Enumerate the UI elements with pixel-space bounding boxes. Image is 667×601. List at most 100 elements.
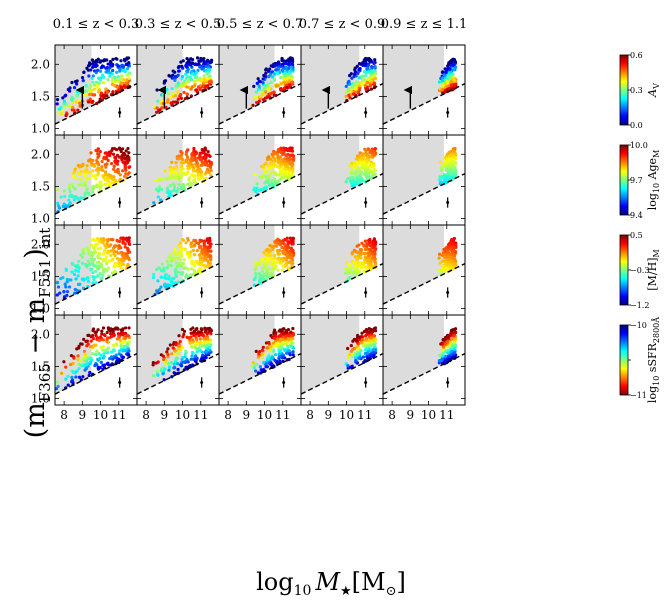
data-point: [258, 94, 262, 98]
data-point: [99, 353, 103, 357]
data-point: [347, 93, 351, 98]
colorbar-gradient: [619, 324, 629, 396]
data-point: [185, 57, 189, 61]
data-point: [186, 250, 190, 254]
data-point: [179, 92, 183, 97]
data-point: [190, 341, 194, 345]
data-point: [179, 250, 183, 254]
data-point: [447, 72, 451, 76]
data-point: [155, 369, 160, 373]
data-point: [184, 275, 188, 279]
data-point: [77, 198, 81, 202]
scatter-points: [55, 236, 132, 300]
panel-r3-c0: 8 9 10 11 1.0 1.5 2.0: [31, 314, 138, 422]
data-point: [274, 331, 278, 335]
scatter-points: [252, 236, 296, 287]
data-point: [193, 152, 197, 156]
colorbar-tick-label: 0.6: [630, 51, 643, 60]
data-point: [200, 160, 204, 164]
data-point: [185, 92, 189, 96]
data-point: [261, 173, 265, 178]
data-point: [444, 167, 448, 171]
data-point: [167, 365, 172, 369]
data-point: [261, 81, 265, 85]
data-point: [194, 331, 198, 335]
data-point: [63, 105, 67, 109]
data-point: [168, 252, 173, 257]
data-point: [113, 155, 117, 159]
data-point: [72, 272, 77, 277]
data-point: [273, 182, 277, 187]
data-point: [274, 244, 279, 248]
scatter-points: [152, 146, 213, 205]
data-point: [78, 90, 82, 94]
data-point: [170, 175, 174, 179]
data-point: [450, 263, 454, 267]
data-point: [75, 90, 79, 94]
data-point: [197, 59, 201, 63]
data-point: [100, 276, 104, 280]
data-point: [178, 344, 182, 348]
data-point: [291, 239, 295, 243]
data-point: [444, 267, 448, 271]
data-point: [87, 262, 92, 267]
data-point: [62, 202, 66, 206]
data-point: [187, 178, 191, 182]
data-point: [361, 156, 366, 160]
data-point: [190, 354, 194, 358]
data-point: [204, 84, 208, 88]
data-point: [279, 172, 283, 176]
data-point: [452, 78, 456, 82]
data-point: [156, 279, 160, 283]
data-point: [195, 56, 200, 60]
data-point: [270, 262, 274, 266]
data-point: [357, 243, 361, 247]
data-point: [372, 61, 376, 66]
data-point: [200, 356, 204, 361]
data-point: [282, 80, 287, 84]
data-point: [96, 83, 100, 87]
data-point: [125, 236, 129, 240]
data-point: [194, 259, 198, 263]
data-point: [287, 333, 291, 337]
data-point: [163, 273, 167, 278]
data-point: [277, 173, 281, 177]
data-point: [204, 245, 208, 249]
data-point: [281, 338, 285, 342]
data-point: [79, 253, 83, 257]
data-point: [452, 351, 456, 355]
data-point: [106, 152, 110, 157]
panel-grid: 0.1 ≤ z < 0.30.3 ≤ z < 0.50.5 ≤ z < 0.70…: [31, 17, 467, 422]
data-point: [113, 178, 117, 183]
data-point: [59, 195, 63, 199]
data-point: [277, 178, 281, 182]
data-point: [115, 63, 119, 67]
data-point: [275, 337, 279, 341]
data-point: [115, 337, 119, 341]
data-point: [165, 350, 169, 354]
data-point: [252, 277, 256, 282]
data-point: [264, 90, 268, 94]
excluded-region: [301, 135, 360, 215]
data-point: [452, 253, 456, 258]
data-point: [351, 165, 356, 169]
data-point: [291, 337, 295, 341]
data-point: [289, 69, 293, 73]
data-point: [124, 326, 128, 330]
data-point: [255, 100, 259, 105]
data-point: [67, 198, 71, 202]
data-point: [263, 87, 267, 91]
data-point: [87, 159, 91, 163]
data-point: [205, 170, 209, 174]
data-point: [79, 359, 83, 363]
data-point: [166, 91, 171, 95]
data-point: [97, 252, 101, 256]
panel-r3-c4: 8 9 10 11: [382, 314, 466, 422]
data-point: [265, 247, 269, 252]
data-point: [71, 171, 76, 175]
data-point: [372, 255, 376, 259]
data-point: [100, 329, 104, 333]
error-bar-point: [282, 291, 286, 294]
data-point: [87, 74, 91, 78]
